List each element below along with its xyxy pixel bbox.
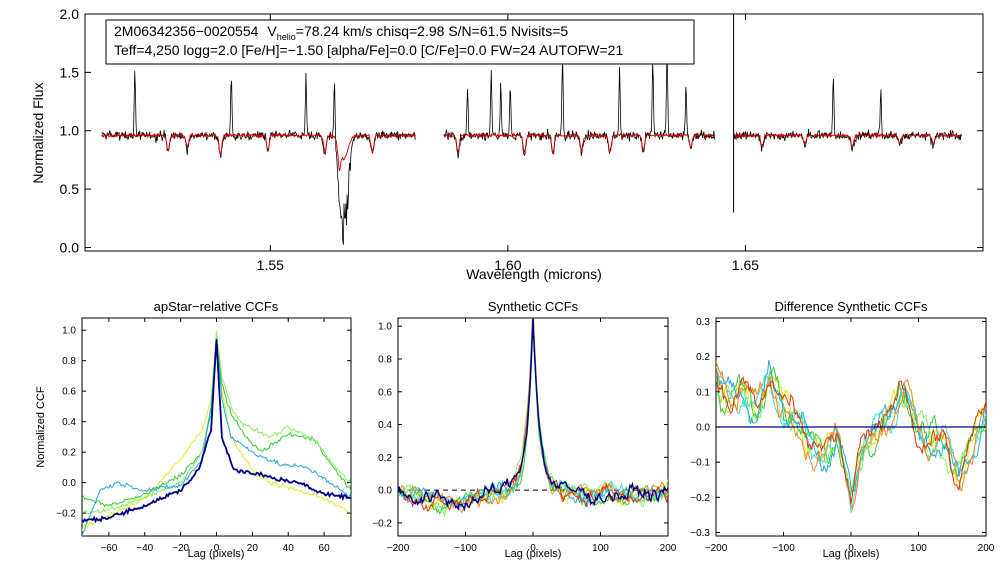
apstar-ccf-x-axis-label: Lag (pixels) <box>188 548 245 560</box>
apstar-ccf-x-tick-label: −40 <box>136 543 153 554</box>
spectrum-y-tick-label: 1.5 <box>60 64 80 80</box>
synthetic-ccf-y-tick-label: −0.2 <box>372 518 392 529</box>
apstar-ccf-y-tick-label: 0.4 <box>62 417 76 428</box>
spectrum-observed-line <box>101 70 416 245</box>
difference-ccf-x-tick-label: −200 <box>705 543 728 554</box>
spectrum-y-tick-label: 2.0 <box>60 6 80 22</box>
difference-ccf-line-visit-1 <box>716 371 986 494</box>
synthetic-ccf-y-tick-label: 0.6 <box>378 387 392 398</box>
apstar-ccf-series-group <box>82 331 351 536</box>
difference-ccf-line-visit-3 <box>716 375 986 495</box>
spectrum-x-axis-label: Wavelength (microns) <box>466 266 602 282</box>
spectrum-synthetic-line <box>101 132 416 172</box>
synthetic-ccf-x-axis-label: Lag (pixels) <box>505 548 562 560</box>
difference-ccf-line-visit-2 <box>716 365 986 496</box>
apstar-ccf-y-axis-label: Normalized CCF <box>35 386 47 468</box>
synthetic-ccf-y-tick-label: 0.4 <box>378 420 392 431</box>
synthetic-ccf-line-visit-2 <box>398 318 668 515</box>
difference-ccf-x-axis-label: Lag (pixels) <box>823 548 880 560</box>
difference-ccf-x-tick-label: 0 <box>848 543 854 554</box>
spectrum-annotation-box <box>105 19 695 65</box>
synthetic-ccf-y-tick-label: 0.2 <box>378 453 392 464</box>
apstar-ccf-x-tick-label: −60 <box>100 543 117 554</box>
synthetic-ccf-panel: −200 −100 0 100 200 −0.2 0.0 0.2 0.4 0.6 0.8 1.0 Sy… <box>372 299 677 560</box>
annotation-line-2: Teff=4,250 logg=2.0 [Fe/H]=−1.50 [alpha/… <box>114 42 623 58</box>
synthetic-ccf-line-combined <box>398 319 668 512</box>
apstar-ccf-x-tick-label: 0 <box>214 543 220 554</box>
synthetic-ccf-series-group <box>398 318 668 518</box>
annotation-line-1: 2M06342356−0020554 Vhelio=78.24 km/s chis… <box>114 23 568 42</box>
synthetic-ccf-x-tick-label: 200 <box>660 543 677 554</box>
synthetic-ccf-line-visit-6 <box>398 318 668 514</box>
apstar-ccf-x-tick-label: −20 <box>172 543 189 554</box>
apstar-ccf-line-visit-4 <box>82 338 351 536</box>
difference-ccf-y-tick-label: −0.1 <box>690 458 710 469</box>
apstar-ccf-tick-group: −60 −40 −20 0 20 40 60 −0.2 0.0 0.2 0.4 0.6 0.8 1.0 <box>56 318 351 554</box>
apstar-ccf-y-tick-label: 0.2 <box>62 448 76 459</box>
spectrum-y-tick-label: 0.0 <box>60 239 80 255</box>
difference-ccf-y-tick-label: 0.1 <box>696 387 710 398</box>
synthetic-ccf-y-tick-label: 0.8 <box>378 354 392 365</box>
apstar-ccf-line-visit-2 <box>82 338 351 508</box>
spectrum-y-axis-label: Normalized Flux <box>30 82 46 183</box>
synthetic-ccf-y-tick-label: 0.0 <box>378 486 392 497</box>
difference-ccf-x-tick-label: −100 <box>772 543 795 554</box>
difference-ccf-line-visit-7 <box>716 368 986 505</box>
apstar-ccf-line-combined <box>82 339 351 524</box>
spectrum-y-tick-label: 0.5 <box>60 181 80 197</box>
spectrum-plot-frame <box>84 13 984 252</box>
synthetic-ccf-title: Synthetic CCFs <box>488 299 579 314</box>
difference-ccf-y-tick-label: 0.3 <box>696 317 710 328</box>
apstar-ccf-y-tick-label: 0.6 <box>62 387 76 398</box>
difference-ccf-y-tick-label: 0.2 <box>696 352 710 363</box>
spectrum-x-tick-label: 1.65 <box>732 257 759 273</box>
apstar-ccf-y-tick-label: 0.8 <box>62 356 76 367</box>
difference-ccf-title: Difference Synthetic CCFs <box>775 299 928 314</box>
apstar-ccf-x-tick-label: 40 <box>283 543 295 554</box>
difference-ccf-tick-group: −200 −100 0 100 200 −0.3 −0.2 −0.1 0.0 0.1 0.2 0.3 <box>690 317 995 554</box>
synthetic-ccf-x-tick-label: 0 <box>530 543 536 554</box>
synthetic-ccf-line-visit-5 <box>398 318 668 511</box>
difference-ccf-x-tick-label: 100 <box>910 543 927 554</box>
difference-ccf-x-tick-label: 200 <box>978 543 995 554</box>
synthetic-ccf-line-visit-1 <box>398 318 668 511</box>
apstar-ccf-line-visit-3 <box>82 331 351 515</box>
synthetic-ccf-line-visit-7 <box>398 318 668 512</box>
spectrum-synthetic-line <box>443 132 715 156</box>
synthetic-ccf-x-tick-label: 100 <box>592 543 609 554</box>
apstar-ccf-title: apStar−relative CCFs <box>154 299 279 314</box>
apstar-ccf-x-tick-label: 60 <box>319 543 331 554</box>
apstar-ccf-y-tick-label: −0.2 <box>56 509 76 520</box>
apstar-ccf-y-tick-label: 0.0 <box>62 478 76 489</box>
spectrum-synthetic-line <box>733 131 962 149</box>
spectrum-observed-line <box>733 78 962 153</box>
spectrum-tick-group: 1.55 1.60 1.65 0.0 0.5 1.0 1.5 2.0 <box>60 6 983 273</box>
difference-ccf-y-tick-label: 0.0 <box>696 423 710 434</box>
spectrum-x-tick-label: 1.55 <box>257 257 284 273</box>
spectrum-y-tick-label: 1.0 <box>60 123 80 139</box>
apstar-ccf-panel: −60 −40 −20 0 20 40 60 −0.2 0.0 0.2 0.4 0.6 0.8 1.0 a… <box>35 299 352 560</box>
difference-ccf-series-group <box>716 360 986 513</box>
spectrum-series-group <box>101 14 962 245</box>
synthetic-ccf-tick-group: −200 −100 0 100 200 −0.2 0.0 0.2 0.4 0.6 0.8 1.0 <box>372 318 677 554</box>
difference-ccf-y-tick-label: −0.3 <box>690 528 710 539</box>
spectrum-x-tick-label: 1.60 <box>494 257 521 273</box>
synthetic-ccf-y-tick-label: 1.0 <box>378 322 392 333</box>
synthetic-ccf-x-tick-label: −100 <box>454 543 477 554</box>
apstar-ccf-y-tick-label: 1.0 <box>62 326 76 337</box>
difference-ccf-y-tick-label: −0.2 <box>690 493 710 504</box>
spectrum-panel: 1.55 1.60 1.65 0.0 0.5 1.0 1.5 2.0 2M06342356−0… <box>30 6 984 282</box>
apstar-ccf-x-tick-label: 20 <box>247 543 259 554</box>
synthetic-ccf-x-tick-label: −200 <box>387 543 410 554</box>
synthetic-ccf-line-visit-3 <box>398 318 668 518</box>
difference-ccf-panel: −200 −100 0 100 200−0.3−0.2−0.10.00.10.20.3 … <box>690 299 995 560</box>
